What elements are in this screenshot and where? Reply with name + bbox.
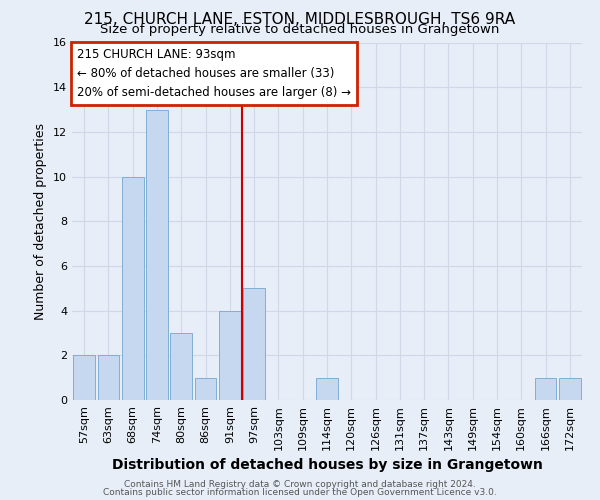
Text: 215 CHURCH LANE: 93sqm
← 80% of detached houses are smaller (33)
20% of semi-det: 215 CHURCH LANE: 93sqm ← 80% of detached… <box>77 48 351 99</box>
Bar <box>243 288 265 400</box>
Text: Contains public sector information licensed under the Open Government Licence v3: Contains public sector information licen… <box>103 488 497 497</box>
Text: 215, CHURCH LANE, ESTON, MIDDLESBROUGH, TS6 9RA: 215, CHURCH LANE, ESTON, MIDDLESBROUGH, … <box>85 12 515 28</box>
Text: Size of property relative to detached houses in Grangetown: Size of property relative to detached ho… <box>100 24 500 36</box>
Bar <box>316 378 338 400</box>
Text: Contains HM Land Registry data © Crown copyright and database right 2024.: Contains HM Land Registry data © Crown c… <box>124 480 476 489</box>
Bar <box>219 310 241 400</box>
X-axis label: Distribution of detached houses by size in Grangetown: Distribution of detached houses by size … <box>112 458 542 472</box>
Bar <box>146 110 168 400</box>
Bar <box>194 378 217 400</box>
Bar <box>170 333 192 400</box>
Bar <box>97 356 119 400</box>
Y-axis label: Number of detached properties: Number of detached properties <box>34 122 47 320</box>
Bar <box>122 176 143 400</box>
Bar <box>73 356 95 400</box>
Bar <box>559 378 581 400</box>
Bar <box>535 378 556 400</box>
